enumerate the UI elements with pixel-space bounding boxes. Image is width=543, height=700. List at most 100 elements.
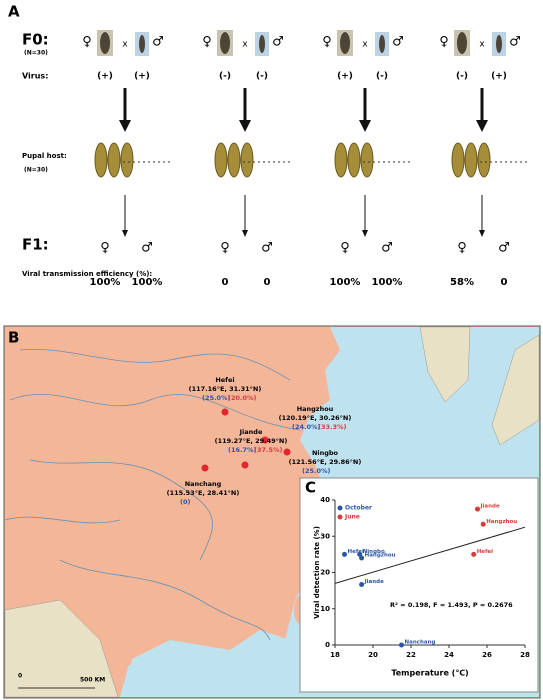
panel-label: C (305, 479, 316, 497)
arrow-head (242, 230, 248, 237)
virus-female: (-) (219, 72, 231, 82)
moth-body (379, 35, 385, 53)
point (480, 521, 486, 527)
scale-label: 500 KM (80, 677, 105, 684)
male-symbol: ♂ (152, 35, 164, 50)
f1-male: ♂ (141, 241, 153, 256)
efficiency-male: 0 (501, 277, 508, 288)
land (419, 326, 471, 403)
river (9, 393, 301, 431)
point (359, 555, 365, 561)
river (29, 459, 213, 561)
city-coords: (115.53°E, 28.41°N) (167, 489, 240, 497)
city-dot (241, 461, 249, 469)
virus-male: (-) (376, 72, 388, 82)
f1-female: ♀ (457, 241, 467, 256)
moth-body (100, 32, 110, 54)
point (471, 551, 477, 557)
annotation: R² = 0.198, F = 1.493, P = 0.2676 (390, 601, 513, 609)
f0-label: F0: (22, 31, 49, 49)
trendline (334, 526, 526, 584)
virus-male: (+) (491, 72, 507, 82)
land (491, 334, 540, 446)
female-symbol: ♀ (322, 35, 332, 50)
cross-symbol: x (362, 40, 368, 50)
y-tick-label: 30 (320, 532, 330, 540)
female-symbol: ♀ (82, 35, 92, 50)
n-label: (N=30) (24, 50, 48, 57)
virus-male: (-) (256, 72, 268, 82)
city-name: Jiande (239, 428, 263, 436)
scale-zero: 0 (18, 673, 22, 680)
f1-female: ♀ (340, 241, 350, 256)
efficiency-female: 0 (222, 277, 229, 288)
y-tick-label: 40 (320, 496, 330, 504)
f1-male: ♂ (498, 241, 510, 256)
arrow-head (362, 230, 368, 237)
city-dot (201, 464, 209, 472)
city-name: Nanchang (185, 480, 222, 488)
moth-body (139, 35, 145, 53)
f1-male: ♂ (381, 241, 393, 256)
virus-label: Virus: (22, 72, 48, 81)
efficiency-female: 100% (330, 277, 361, 288)
pupa (360, 142, 374, 178)
f1-female: ♀ (220, 241, 230, 256)
female-symbol: ♀ (202, 35, 212, 50)
river (59, 559, 271, 641)
female-symbol: ♀ (439, 35, 449, 50)
point (359, 581, 365, 587)
pupa (334, 142, 348, 178)
city-june: (33.3%) (318, 423, 347, 431)
legend-label: October (345, 505, 372, 512)
pupal-n: (N=30) (24, 167, 48, 174)
pupa (464, 142, 478, 178)
pupa (107, 142, 121, 178)
city-coords: (120.19°E, 30.26°N) (279, 414, 352, 422)
sea (120, 630, 300, 697)
city-june: (37.5%) (254, 446, 283, 454)
x-tick-label: 28 (520, 651, 530, 659)
arrow-head (122, 230, 128, 237)
pupa (240, 142, 254, 178)
cross-symbol: x (479, 40, 485, 50)
point-label: Ningbo (363, 549, 385, 555)
city-name: Hefei (215, 376, 234, 384)
efficiency-male: 0 (264, 277, 271, 288)
chart-frame (299, 477, 539, 693)
point-label: Hangzhou (365, 553, 396, 559)
moth-body (496, 35, 502, 53)
y-tick-label: 20 (320, 569, 330, 577)
panel-label: B (8, 329, 19, 347)
point (342, 551, 347, 557)
moth-body (259, 35, 265, 53)
arrow-head (479, 230, 485, 237)
arrow-head (476, 120, 488, 132)
x-tick-label: 24 (444, 651, 454, 659)
point (399, 642, 404, 648)
pupa (227, 142, 241, 178)
pupa (120, 142, 134, 178)
point-label: Jiande (480, 504, 500, 510)
pupa (347, 142, 361, 178)
city-name: Ningbo (312, 449, 339, 457)
f1-label: F1: (22, 236, 49, 254)
efficiency-male: 100% (372, 277, 403, 288)
pupa (214, 142, 228, 178)
city-dot (221, 408, 229, 416)
point-label: Nanchang (405, 640, 436, 646)
arrow-head (359, 120, 371, 132)
moth-body (457, 32, 467, 54)
river (19, 348, 291, 381)
arrow-head (119, 120, 131, 132)
city-october: (16.7%) (228, 446, 257, 454)
legend-marker (337, 514, 343, 520)
city-dot (283, 448, 291, 456)
city-dot (261, 436, 269, 444)
moth-body (340, 32, 350, 54)
city-coords: (119.27°E, 29.49°N) (215, 437, 288, 445)
male-symbol: ♂ (392, 35, 404, 50)
f1-male: ♂ (261, 241, 273, 256)
city-coords: (121.56°E, 29.86°N) (289, 458, 362, 466)
